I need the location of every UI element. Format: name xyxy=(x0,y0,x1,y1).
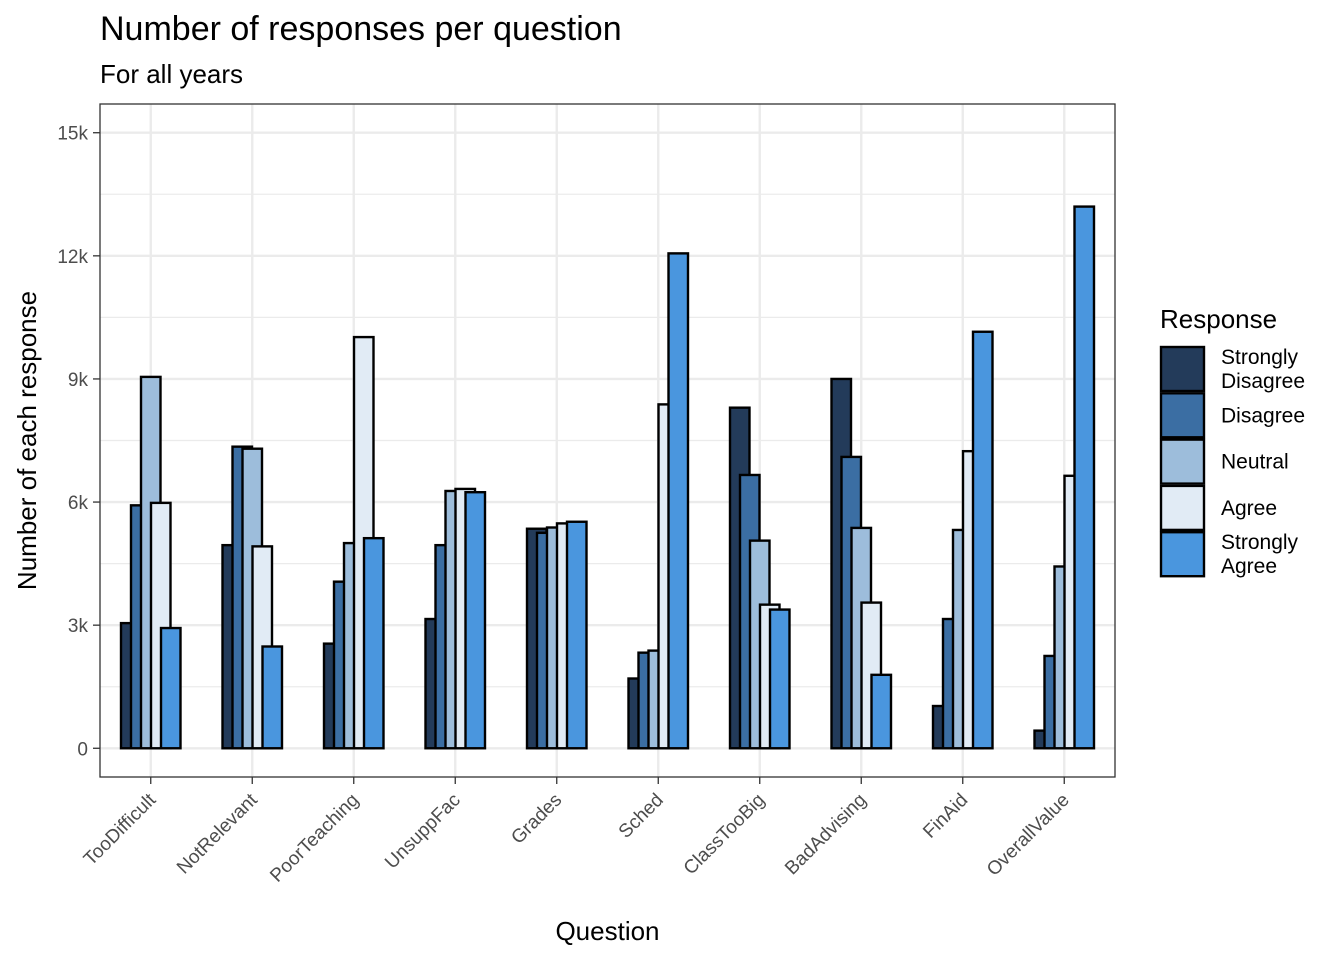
bar-FinAid-strongly-agree xyxy=(971,330,994,750)
bars xyxy=(119,205,1096,750)
y-tick-label: 6k xyxy=(68,493,89,514)
bar-OverallValue-strongly-agree xyxy=(1073,205,1096,750)
bar-Sched-strongly-agree xyxy=(667,252,690,750)
legend-key xyxy=(1159,531,1206,578)
legend-label: Disagree xyxy=(1221,404,1305,427)
legend-key xyxy=(1159,484,1206,532)
legend-items: Strongly Disagree Disagree Neutral Agree Stro… xyxy=(1159,345,1305,578)
legend-label: Agree xyxy=(1221,497,1277,520)
bar-UnsuppFac-strongly-agree xyxy=(464,491,487,750)
bar-NotRelevant-strongly-agree xyxy=(261,645,284,750)
y-tick-label: 12k xyxy=(57,247,88,268)
chart-title: Number of responses per question xyxy=(100,10,622,48)
x-axis-label: Question xyxy=(555,916,659,946)
legend: Response Strongly Disagree Disagree Neutral… xyxy=(1159,304,1305,578)
y-tick-label: 15k xyxy=(57,124,88,145)
bar-PoorTeaching-strongly-agree xyxy=(362,536,385,750)
y-axis-label: Number of each response xyxy=(12,291,42,590)
y-tick-label: 9k xyxy=(68,370,89,391)
legend-label: Neutral xyxy=(1221,451,1289,474)
legend-title: Response xyxy=(1160,304,1277,334)
legend-key xyxy=(1159,345,1206,393)
bar-Grades-strongly-agree xyxy=(565,520,588,750)
bar-TooDifficult-strongly-agree xyxy=(159,626,182,750)
legend-key xyxy=(1159,392,1206,439)
bar-BadAdvising-strongly-agree xyxy=(870,673,893,750)
legend-key xyxy=(1159,438,1206,485)
panel-border xyxy=(99,103,1116,778)
y-tick-label: 3k xyxy=(68,616,89,637)
legend-label: Strongly Agree xyxy=(1221,531,1299,578)
bar-ClassTooBig-strongly-agree xyxy=(768,608,791,750)
legend-label: Strongly Disagree xyxy=(1221,346,1305,393)
y-axis: 0 3k 6k 9k 12k 15k xyxy=(57,124,100,760)
chart-subtitle: For all years xyxy=(100,59,243,89)
y-tick-label: 0 xyxy=(77,739,88,760)
